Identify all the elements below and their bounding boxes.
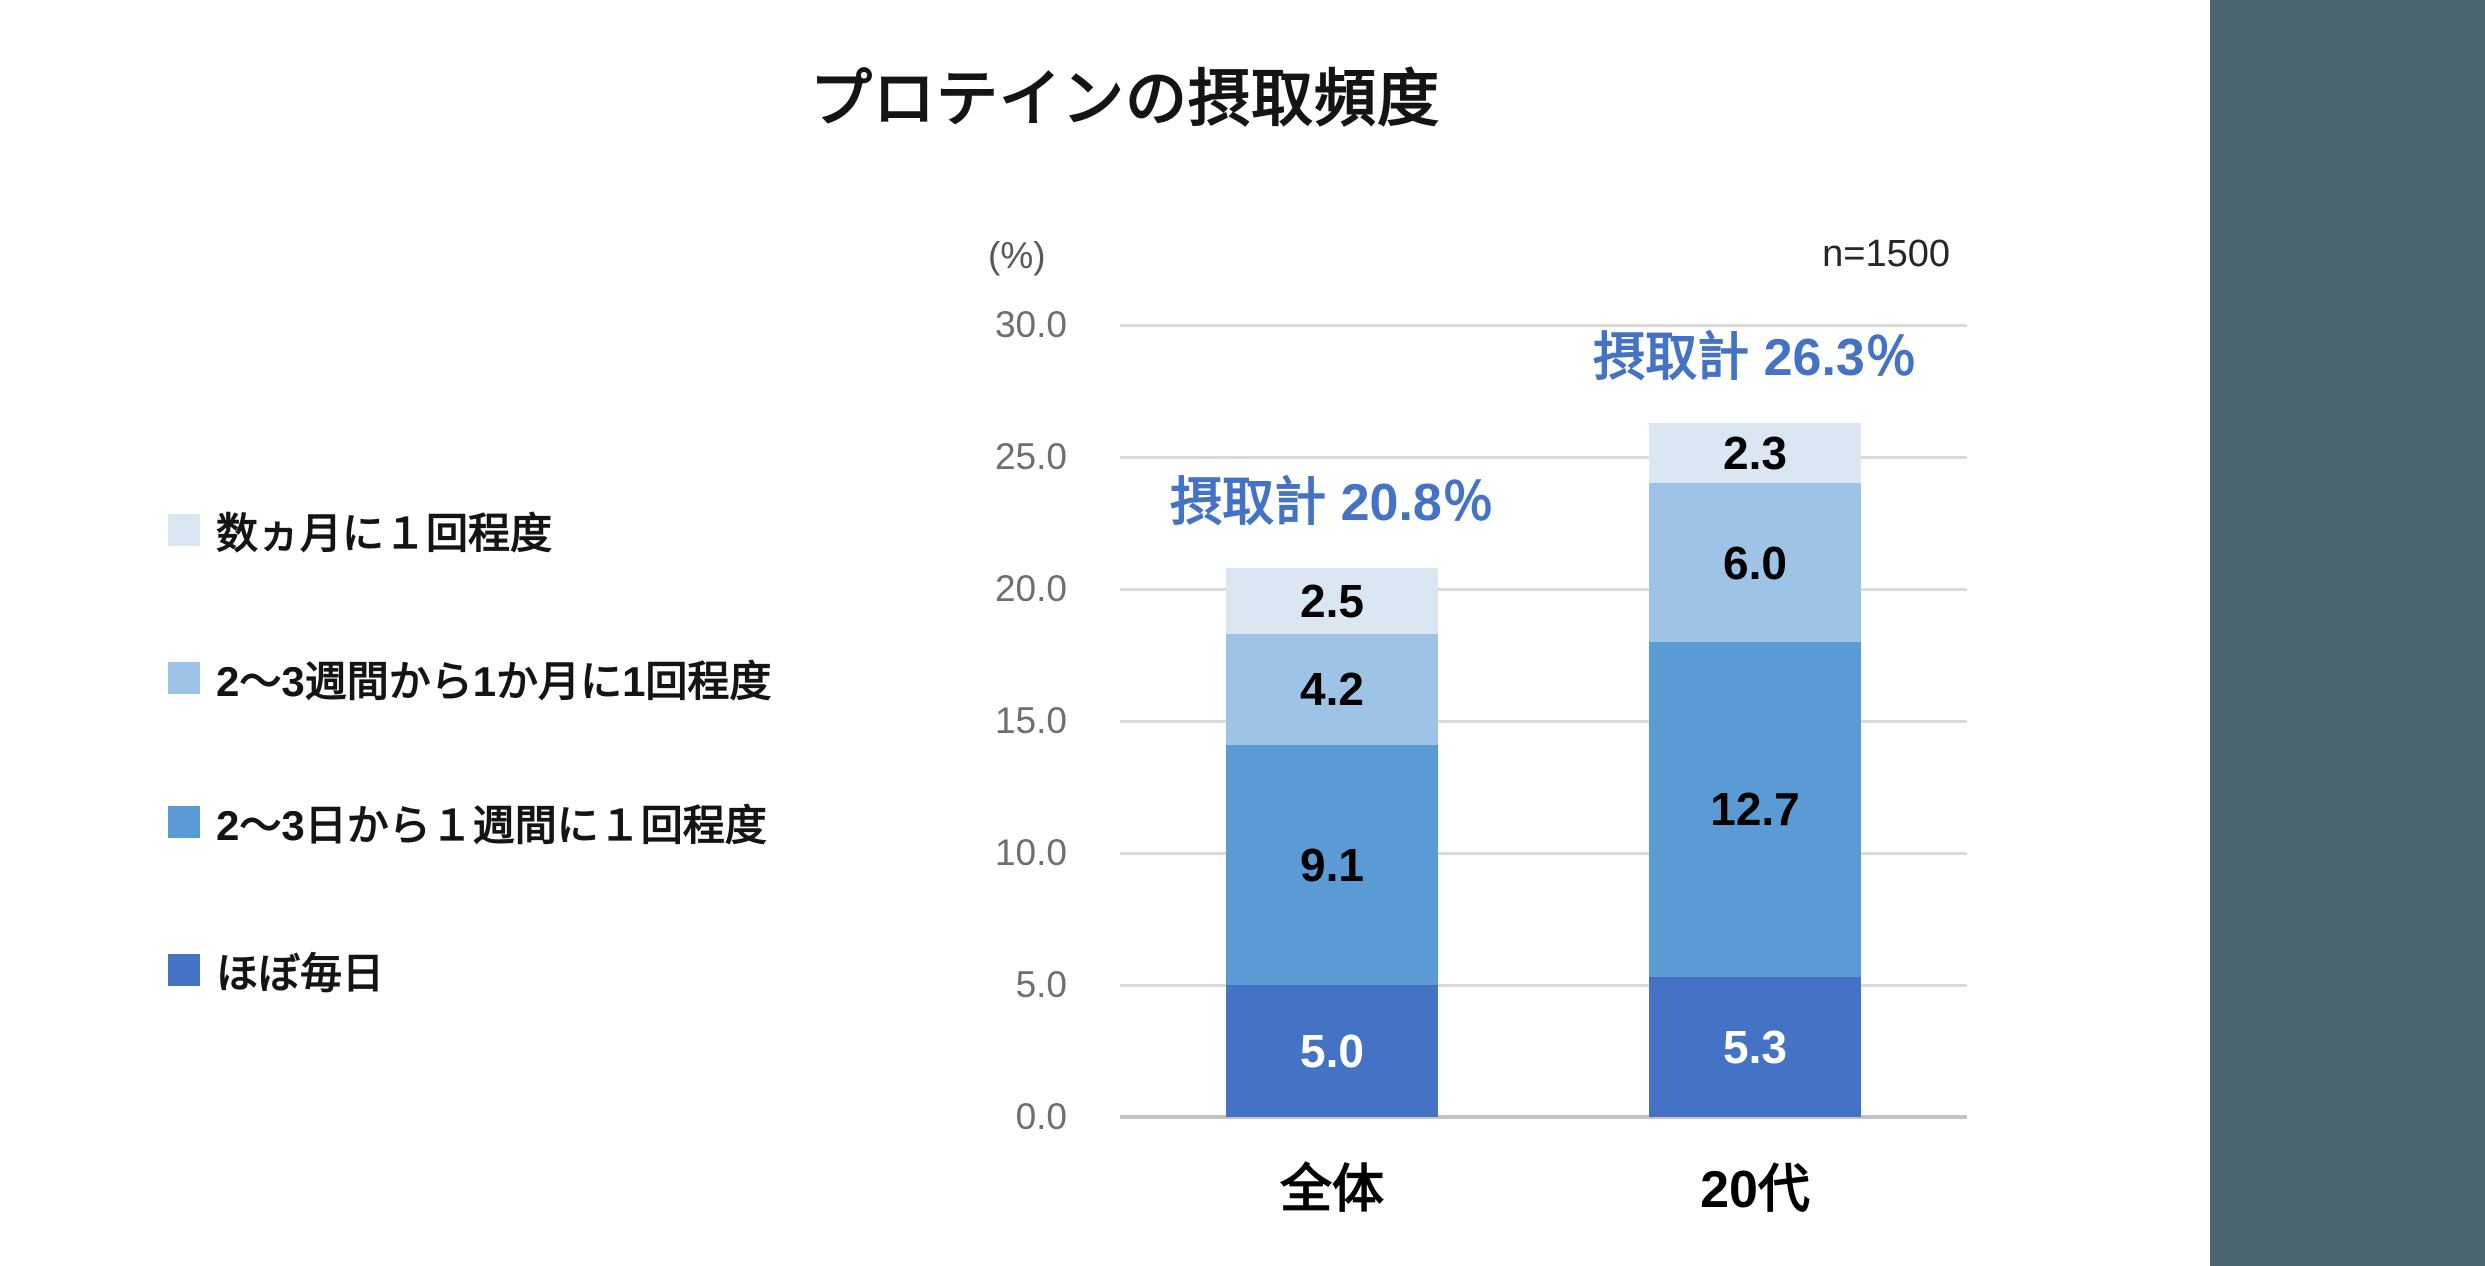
- gridline-20: [1120, 587, 1967, 591]
- gridline-25: [1120, 455, 1967, 459]
- y-axis-unit-label: (%): [988, 235, 1046, 276]
- bar-segment-全体-2: 4.2: [1226, 633, 1438, 745]
- legend-swatch-icon: [168, 954, 200, 986]
- bar-segment-20代-0: 5.3: [1649, 977, 1861, 1117]
- sample-size-label: n=1500: [1822, 233, 1950, 275]
- bar-segment-20代-1: 12.7: [1649, 641, 1861, 978]
- legend-item-label: 数ヵ月に１回程度: [216, 509, 553, 557]
- y-tick-label: 30.0: [994, 304, 1067, 345]
- chart-legend: 数ヵ月に１回程度 2〜3週間から1か月に1回程度 2〜3日から１週間に１回程度 ほぼ毎…: [0, 0, 950, 1266]
- category-label-20代: 20代: [1700, 1161, 1810, 1219]
- bar-value-label: 5.3: [1723, 1021, 1787, 1074]
- bar-value-label: 4.2: [1300, 663, 1364, 716]
- legend-item-label: ほぼ毎日: [216, 949, 385, 997]
- legend-item: 2〜3週間から1か月に1回程度: [168, 652, 771, 705]
- bar-value-label: 5.0: [1300, 1025, 1364, 1077]
- gridline-5: [1120, 983, 1967, 987]
- bar-value-label: 9.1: [1300, 838, 1364, 891]
- y-tick-label: 0.0: [1015, 1096, 1067, 1137]
- total-annotation-全体: 摂取計 20.8％: [1170, 473, 1494, 532]
- right-sidebar-panel: [2210, 0, 2485, 1266]
- total-annotation-20代: 摂取計 26.3％: [1593, 328, 1917, 387]
- chart-title: プロテインの摂取頻度: [809, 65, 1440, 134]
- gridline-10: [1120, 851, 1967, 855]
- bar-segment-全体-3: 2.5: [1226, 567, 1438, 634]
- bar-value-label: 2.5: [1300, 574, 1364, 627]
- legend-swatch-icon: [168, 806, 200, 838]
- bar-value-label: 2.3: [1723, 427, 1787, 480]
- x-axis-baseline: [1120, 1115, 1967, 1119]
- legend-swatch-icon: [168, 514, 200, 546]
- gridline-30: [1120, 323, 1967, 327]
- legend-item-label: 2〜3日から１週間に１回程度: [216, 801, 767, 849]
- bar-segment-20代-2: 6.0: [1649, 483, 1861, 642]
- category-label-全体: 全体: [1279, 1161, 1384, 1219]
- bar-segment-全体-0: 5.0: [1226, 985, 1438, 1117]
- legend-item-label: 2〜3週間から1か月に1回程度: [216, 657, 772, 705]
- y-tick-label: 10.0: [994, 832, 1067, 873]
- bar-segment-全体-1: 9.1: [1226, 744, 1438, 985]
- bar-value-label: 6.0: [1723, 536, 1787, 589]
- bar-value-label: 12.7: [1710, 783, 1800, 836]
- y-tick-label: 25.0: [994, 436, 1067, 477]
- y-tick-label: 20.0: [994, 568, 1067, 609]
- y-tick-label: 5.0: [1015, 964, 1067, 1005]
- bar-segment-20代-3: 2.3: [1649, 422, 1861, 484]
- legend-item: 数ヵ月に１回程度: [168, 504, 552, 557]
- gridline-15: [1120, 719, 1967, 723]
- legend-item: ほぼ毎日: [168, 944, 384, 997]
- legend-item: 2〜3日から１週間に１回程度: [168, 796, 767, 849]
- y-tick-label: 15.0: [994, 700, 1067, 741]
- legend-swatch-icon: [168, 662, 200, 694]
